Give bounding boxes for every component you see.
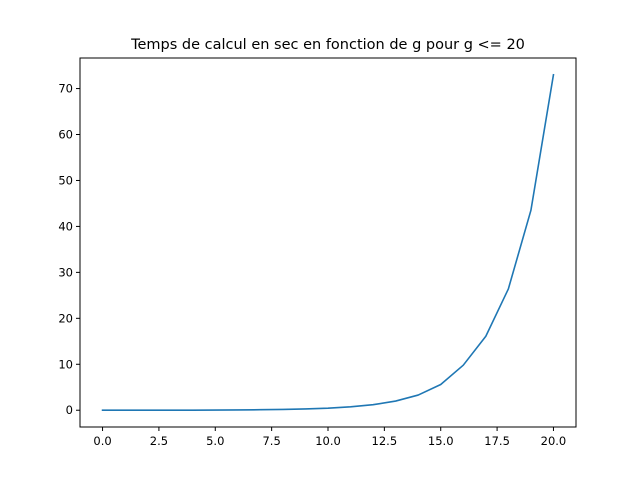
series-line xyxy=(101,73,555,412)
y-tick-label: 50 xyxy=(58,173,73,187)
x-tick-label: 7.5 xyxy=(262,434,280,448)
y-tick-label: 10 xyxy=(58,357,73,371)
x-tick-label: 12.5 xyxy=(372,434,398,448)
x-tick-label: 5.0 xyxy=(206,434,224,448)
y-tick-label: 70 xyxy=(58,82,73,96)
x-axis: 0.0 2.5 5.0 7.5 10.0 12.5 15.0 17.5 20.0 xyxy=(93,427,566,448)
chart-title: Temps de calcul en sec en fonction de g … xyxy=(130,37,525,53)
axes-frame xyxy=(79,57,577,428)
y-tick-label: 30 xyxy=(58,265,73,279)
x-tick-label: 20.0 xyxy=(541,434,567,448)
x-tick-label: 10.0 xyxy=(315,434,341,448)
x-tick-label: 17.5 xyxy=(484,434,510,448)
y-tick-label: 40 xyxy=(58,219,73,233)
x-tick-label: 2.5 xyxy=(150,434,168,448)
y-tick-label: 20 xyxy=(58,311,73,325)
y-axis: 0 10 20 30 40 50 60 70 xyxy=(58,82,80,417)
x-tick-label: 0.0 xyxy=(93,434,111,448)
y-tick-label: 60 xyxy=(58,128,73,142)
y-tick-label: 0 xyxy=(66,403,73,417)
x-tick-label: 15.0 xyxy=(428,434,454,448)
plot-area xyxy=(101,73,555,412)
